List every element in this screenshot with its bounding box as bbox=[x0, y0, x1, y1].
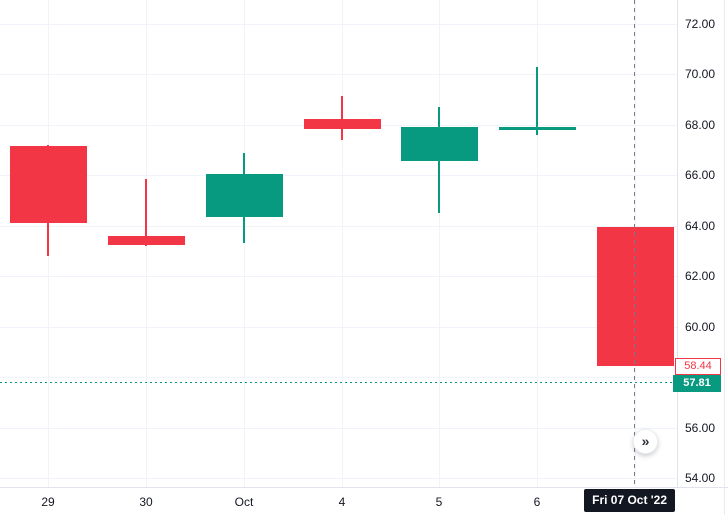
v-gridline bbox=[439, 0, 440, 487]
h-gridline bbox=[0, 175, 677, 176]
time-tick-label: 29 bbox=[41, 495, 55, 509]
h-gridline bbox=[0, 327, 677, 328]
price-tick-label: 56.00 bbox=[685, 421, 716, 435]
price-tick-label: 60.00 bbox=[685, 320, 716, 334]
scroll-to-recent-button[interactable]: » bbox=[633, 429, 658, 454]
h-gridline bbox=[0, 478, 677, 479]
h-gridline bbox=[0, 276, 677, 277]
candle-wick bbox=[341, 96, 343, 140]
reference-price-line bbox=[0, 382, 677, 383]
price-tick-label: 70.00 bbox=[685, 67, 716, 81]
time-tick-label: 6 bbox=[533, 495, 541, 509]
time-axis[interactable]: 29 30 Oct 4 5 6 Fri 07 Oct '22 bbox=[0, 487, 728, 515]
price-tick-label: 72.00 bbox=[685, 17, 716, 31]
candle-body bbox=[10, 146, 87, 223]
candle-body bbox=[597, 227, 674, 366]
crosshair-vertical-line bbox=[634, 0, 635, 487]
v-gridline bbox=[244, 0, 245, 487]
candle-wick bbox=[145, 179, 147, 246]
price-axis[interactable]: 72.00 70.00 68.00 66.00 64.00 62.00 60.00 56.00… bbox=[677, 0, 728, 487]
price-tick-label: 54.00 bbox=[685, 471, 716, 485]
h-gridline bbox=[0, 377, 677, 378]
candle-wick bbox=[536, 67, 538, 135]
widget-right-border bbox=[724, 0, 725, 515]
reference-price-label: 57.81 bbox=[673, 375, 721, 392]
time-tick-label: 30 bbox=[139, 495, 153, 509]
double-chevron-right-icon: » bbox=[641, 432, 650, 449]
price-tick-label: 64.00 bbox=[685, 219, 716, 233]
h-gridline bbox=[0, 226, 677, 227]
candle-body bbox=[304, 119, 381, 129]
candle-body bbox=[499, 127, 576, 130]
time-tick-label: 4 bbox=[338, 495, 346, 509]
chart-pane[interactable] bbox=[0, 0, 677, 487]
time-tick-label: 5 bbox=[435, 495, 443, 509]
time-tick-label: Oct bbox=[234, 495, 254, 509]
h-gridline bbox=[0, 24, 677, 25]
last-price-label: 58.44 bbox=[675, 358, 721, 375]
h-gridline bbox=[0, 74, 677, 75]
v-gridline bbox=[537, 0, 538, 487]
price-tick-label: 62.00 bbox=[685, 269, 716, 283]
candle-body bbox=[108, 236, 185, 245]
crosshair-date-badge: Fri 07 Oct '22 bbox=[584, 489, 675, 512]
candle-body bbox=[401, 127, 478, 161]
h-gridline bbox=[0, 428, 677, 429]
price-tick-label: 68.00 bbox=[685, 118, 716, 132]
v-gridline bbox=[342, 0, 343, 487]
candle-body bbox=[206, 174, 283, 217]
price-tick-label: 66.00 bbox=[685, 168, 716, 182]
